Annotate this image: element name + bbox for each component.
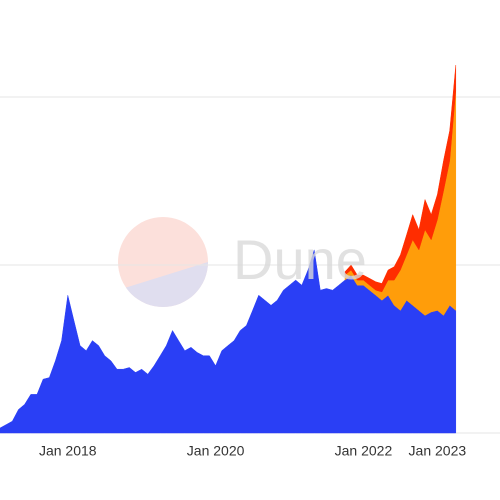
- watermark: [118, 217, 208, 307]
- x-tick-label: Jan 2018: [39, 443, 97, 459]
- x-tick-label: Jan 2020: [187, 443, 245, 459]
- x-tick-label: Jan 2023: [409, 443, 467, 459]
- watermark-text: Dune: [233, 228, 367, 291]
- area: [0, 249, 457, 434]
- x-tick-label: Jan 2022: [335, 443, 393, 459]
- area: [344, 65, 457, 293]
- watermark-logo: [118, 217, 208, 307]
